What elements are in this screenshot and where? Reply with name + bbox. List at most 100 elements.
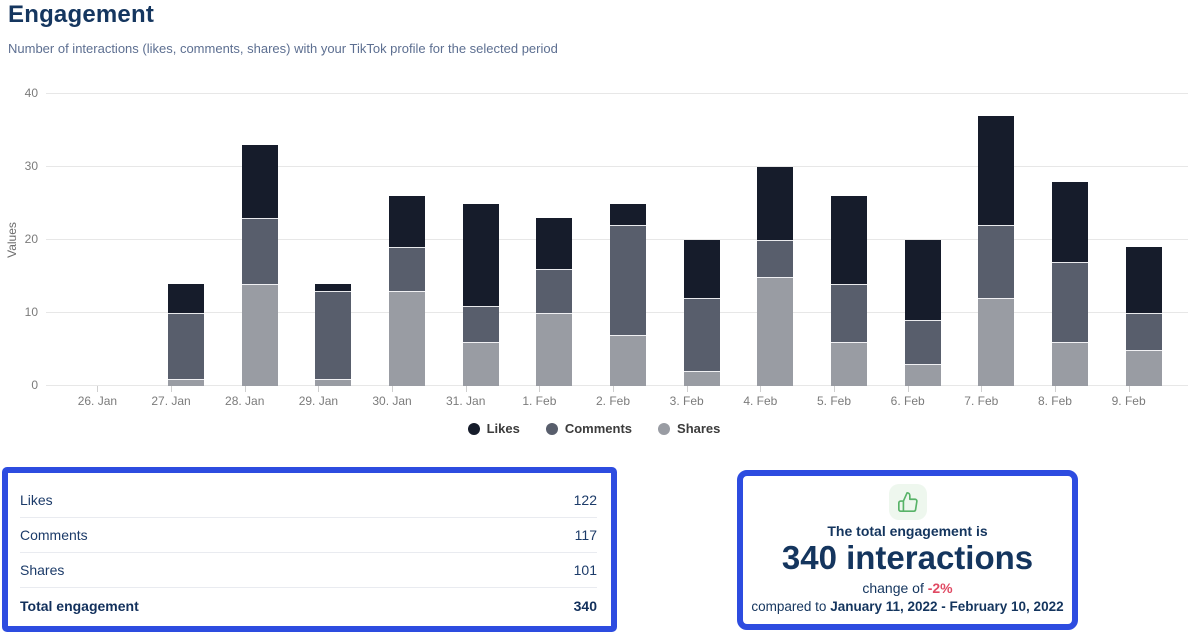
bar-segment-likes[interactable] (462, 203, 499, 306)
x-axis-label: 28. Jan (225, 394, 265, 408)
y-axis-tick-label: 0 (31, 378, 38, 392)
stacked-bar-3-feb[interactable] (683, 240, 720, 386)
legend-item-comments[interactable]: Comments (545, 421, 633, 436)
bar-segment-shares[interactable] (683, 371, 720, 386)
thumbs-up-icon (888, 484, 927, 520)
y-axis-tick-label: 20 (24, 232, 38, 246)
shares-value: 101 (573, 562, 597, 578)
bar-segment-likes[interactable] (536, 218, 573, 270)
bar-segment-likes[interactable] (978, 115, 1015, 226)
bar-segment-comments[interactable] (831, 283, 867, 343)
x-axis-label: 8. Feb (1037, 394, 1072, 408)
bar-segment-shares[interactable] (904, 364, 941, 386)
comments-label: Comments (20, 527, 88, 543)
stacked-bar-30-jan[interactable] (389, 196, 426, 386)
change-percent: -2% (927, 580, 953, 597)
bar-segment-likes[interactable] (241, 145, 278, 219)
stacked-bar-5-feb[interactable] (831, 196, 867, 386)
stacked-bar-2-feb[interactable] (610, 203, 647, 386)
legend-item-shares[interactable]: Shares (658, 421, 720, 436)
x-axis-label: 30. Jan (372, 394, 412, 408)
bar-segment-shares[interactable] (831, 342, 867, 386)
x-axis-label: 4. Feb (743, 394, 778, 408)
bar-segment-shares[interactable] (241, 283, 278, 386)
bar-segment-shares[interactable] (1125, 349, 1162, 386)
shares-label: Shares (20, 562, 65, 578)
bar-segment-shares[interactable] (1051, 342, 1088, 386)
gridline (46, 166, 1188, 167)
stacked-bar-31-jan[interactable] (462, 203, 499, 386)
bar-segment-likes[interactable] (168, 283, 205, 314)
compare-line: compared to January 11, 2022 - February … (751, 599, 1063, 614)
x-axis-tick (1128, 386, 1130, 392)
bar-segment-comments[interactable] (536, 269, 573, 313)
stacked-bar-27-jan[interactable] (168, 283, 205, 386)
total-engagement-value: 340 (573, 597, 597, 614)
bar-segment-likes[interactable] (1125, 247, 1162, 313)
bar-segment-comments[interactable] (1051, 261, 1088, 343)
stacked-bar-29-jan[interactable] (315, 283, 352, 386)
table-row-total-engagement: Total engagement 340 (20, 588, 597, 623)
bar-segment-comments[interactable] (241, 218, 278, 284)
bar-segment-likes[interactable] (831, 196, 867, 284)
bar-segment-comments[interactable] (1125, 313, 1162, 350)
bar-segment-shares[interactable] (610, 334, 647, 386)
bar-segment-likes[interactable] (757, 167, 794, 240)
bar-segment-comments[interactable] (757, 240, 794, 277)
stacked-bar-6-feb[interactable] (904, 240, 941, 386)
x-axis-label: 3. Feb (669, 394, 704, 408)
bar-segment-shares[interactable] (168, 378, 205, 386)
bar-segment-shares[interactable] (536, 313, 573, 386)
bar-segment-comments[interactable] (904, 320, 941, 365)
x-axis-label: 5. Feb (816, 394, 852, 408)
bar-segment-likes[interactable] (610, 203, 647, 226)
x-axis-label: 6. Feb (890, 394, 925, 408)
card-heading: The total engagement is (827, 523, 988, 539)
legend-marker-comments (545, 422, 558, 435)
x-axis-label: 2. Feb (596, 394, 631, 408)
bar-segment-likes[interactable] (1051, 181, 1088, 262)
x-axis-tick (760, 386, 762, 392)
bar-segment-shares[interactable] (757, 276, 794, 386)
bar-segment-comments[interactable] (978, 225, 1015, 299)
bar-segment-likes[interactable] (904, 240, 941, 321)
bar-segment-comments[interactable] (683, 298, 720, 372)
bar-segment-comments[interactable] (315, 291, 352, 379)
y-axis-tick-label: 40 (24, 86, 38, 100)
table-row-likes: Likes 122 (20, 483, 597, 518)
bar-segment-likes[interactable] (389, 196, 426, 248)
compare-date-range: January 11, 2022 - February 10, 2022 (830, 599, 1064, 615)
bar-segment-comments[interactable] (168, 313, 205, 379)
bar-segment-comments[interactable] (389, 247, 426, 292)
bar-segment-shares[interactable] (389, 291, 426, 386)
bar-segment-shares[interactable] (978, 298, 1015, 386)
stacked-bar-7-feb[interactable] (978, 115, 1015, 386)
bar-segment-shares[interactable] (462, 342, 499, 386)
bar-segment-comments[interactable] (610, 225, 647, 335)
x-axis-tick (392, 386, 394, 392)
legend-marker-shares (658, 422, 671, 435)
bar-segment-likes[interactable] (315, 283, 352, 292)
gridline (46, 93, 1188, 94)
stacked-bar-4-feb[interactable] (757, 167, 794, 386)
bar-segment-shares[interactable] (315, 378, 352, 386)
stacked-bar-8-feb[interactable] (1051, 181, 1088, 386)
x-axis-tick (171, 386, 173, 392)
legend-item-likes[interactable]: Likes (467, 421, 520, 436)
legend-label-comments: Comments (564, 421, 633, 436)
plot-area (46, 93, 1188, 392)
bar-segment-comments[interactable] (462, 305, 499, 343)
bar-segment-likes[interactable] (683, 240, 720, 299)
x-axis-tick (834, 386, 835, 392)
engagement-chart: Values 0 10 20 30 40 26. Jan 27. Jan 28. Jan 29… (0, 85, 1188, 436)
engagement-summary-table: Likes 122 Comments 117 Shares 101 Total … (2, 467, 617, 632)
x-axis-tick (907, 386, 909, 392)
stacked-bar-28-jan[interactable] (241, 145, 278, 386)
change-prefix: change of (862, 580, 928, 597)
table-row-comments: Comments 117 (20, 518, 597, 553)
stacked-bar-1-feb[interactable] (536, 218, 573, 386)
x-axis-tick (318, 386, 320, 392)
stacked-bar-9-feb[interactable] (1125, 247, 1162, 386)
legend-marker-likes (467, 422, 480, 435)
y-axis-tick-label: 10 (24, 305, 38, 319)
